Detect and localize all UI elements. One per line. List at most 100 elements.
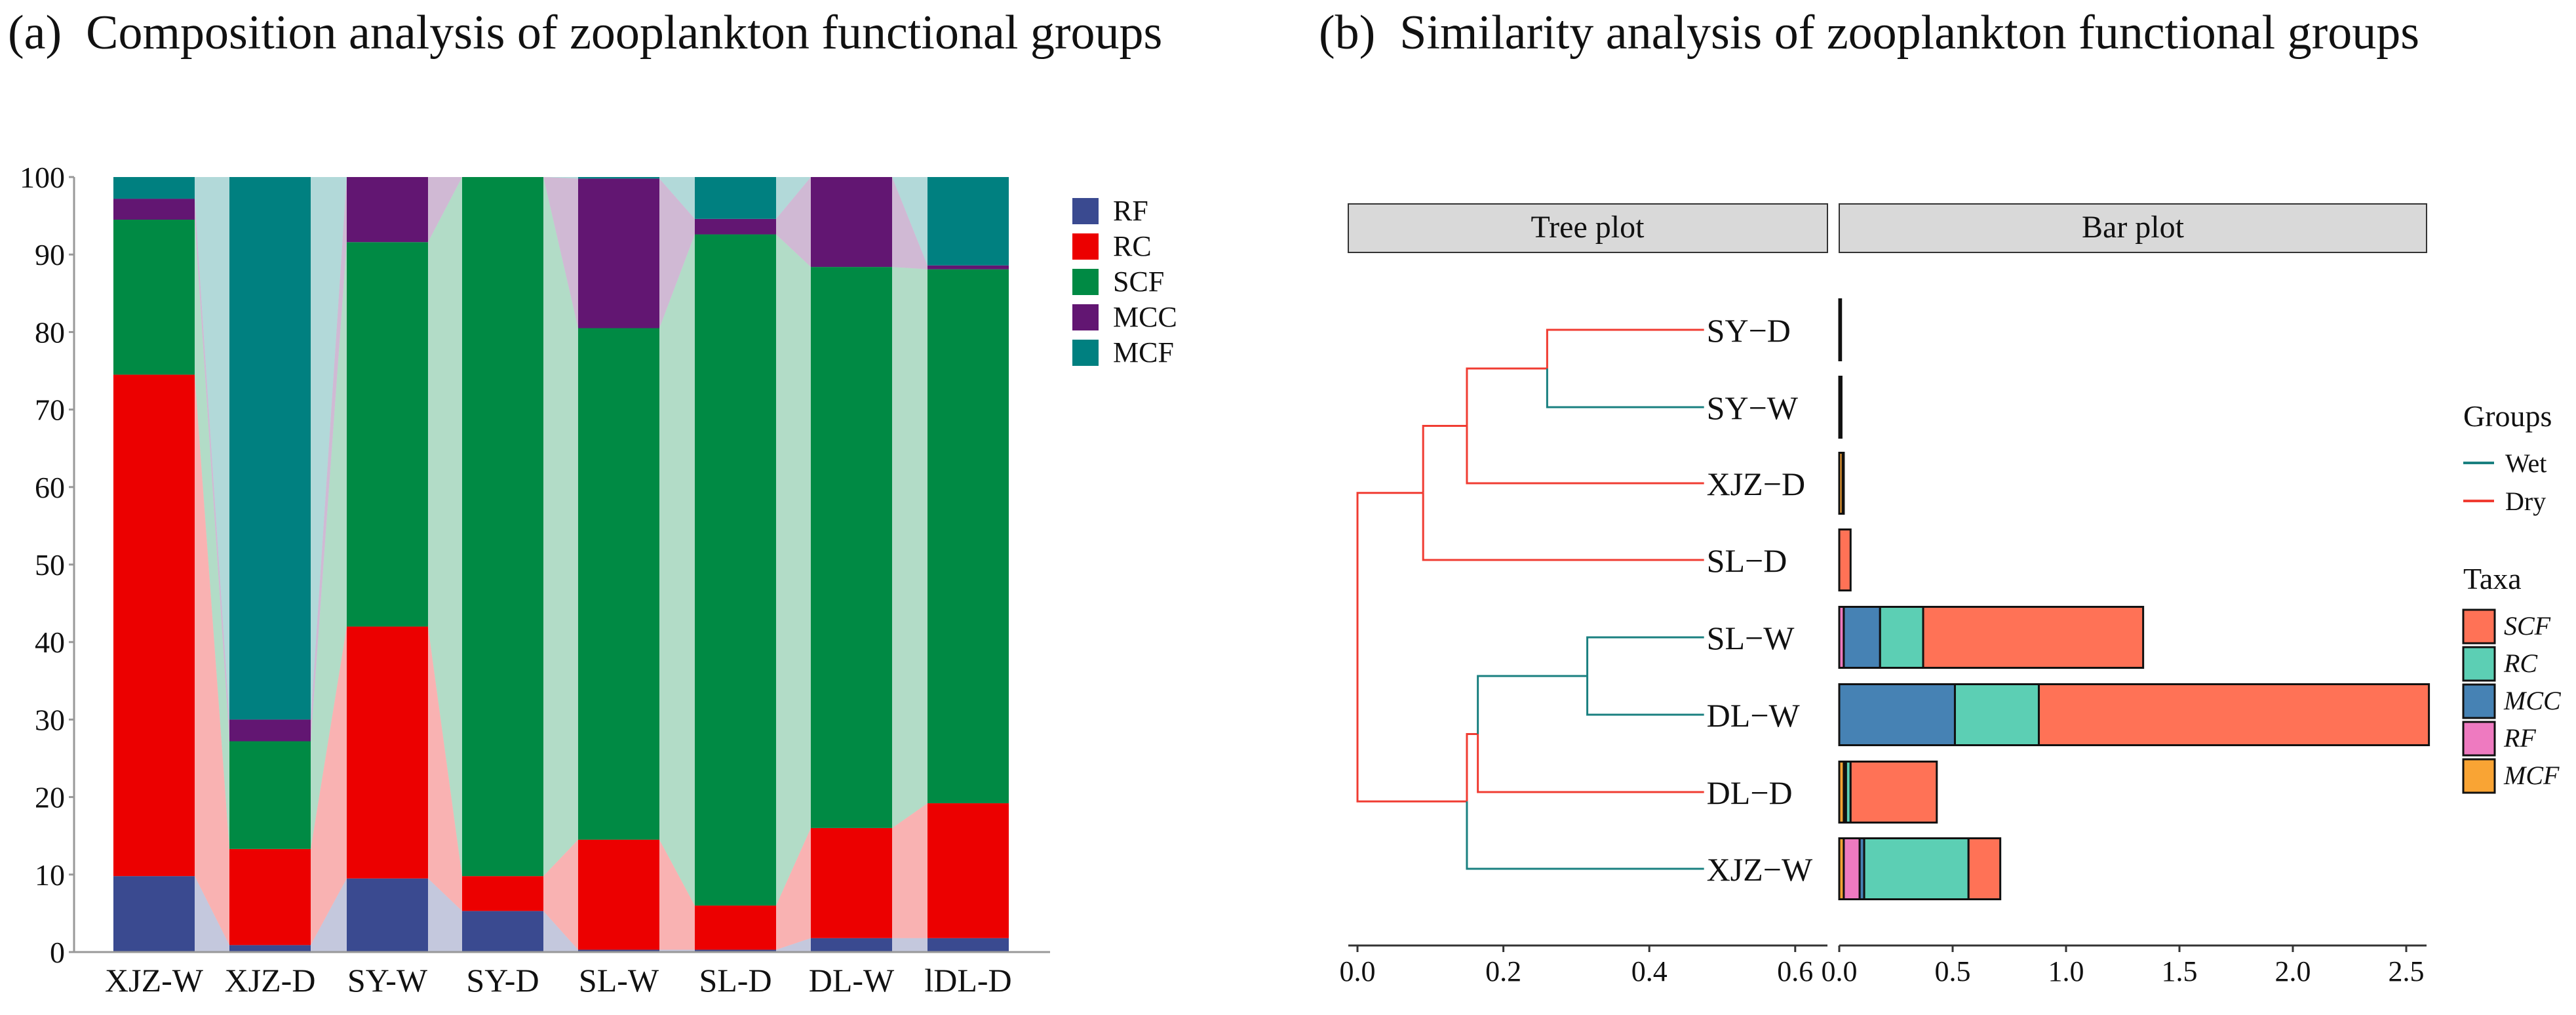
taxa-legend-swatch-mcf (2462, 758, 2496, 794)
taxa-legend-label: RF (2503, 723, 2536, 753)
bar-segment-rc (113, 374, 195, 877)
tree-leaf-branch (1466, 426, 1704, 485)
taxa-legend-swatch-scf (2462, 608, 2496, 645)
y-tick-label: 20 (35, 781, 65, 814)
bar-x-tick-label: 1.0 (2048, 955, 2084, 987)
flow-ribbon-rf (195, 876, 229, 952)
x-tick-label: SL-W (579, 962, 659, 999)
bar-segment-rc (927, 803, 1009, 938)
taxa-legend-label: SCF (2504, 611, 2551, 641)
bar-segment-rf (811, 938, 892, 952)
x-tick-label: XJZ-W (105, 962, 204, 999)
bar-segment-rc (695, 906, 776, 950)
bar-segment-mcc (578, 178, 659, 328)
taxa-legend-label: MCF (2503, 761, 2560, 790)
hbar-segment-rf (1843, 837, 1861, 900)
bar-segment-rf (695, 949, 776, 952)
groups-legend-label: Dry (2505, 487, 2546, 516)
bar-segment-rf (113, 876, 195, 952)
bar-segment-rc (811, 827, 892, 938)
y-tick-label: 0 (50, 936, 65, 969)
flow-ribbon-mcc (659, 178, 695, 328)
hbar-segment-scf (1849, 761, 1938, 824)
hbar-segment-scf (1922, 606, 2145, 669)
bar-segment-mcc (347, 177, 428, 243)
panel-a-title: (a) Composition analysis of zooplankton … (8, 6, 1163, 60)
taxa-legend-label: MCC (2503, 686, 2562, 715)
tree-branch (1356, 492, 1424, 647)
bar-segment-scf (462, 177, 543, 877)
bar-segment-rc (347, 626, 428, 879)
hbar-segment-mcc (1843, 606, 1881, 669)
tree-leaf-branch (1422, 492, 1704, 561)
bar-segment-scf (811, 267, 892, 828)
flow-ribbon-rf (428, 878, 462, 952)
tree-branch (1422, 425, 1467, 493)
hbar-segment-scf (1842, 452, 1845, 515)
y-tick-label: 60 (35, 471, 65, 504)
tree-leaf-label: SY−W (1707, 389, 1799, 426)
y-tick-label: 80 (35, 315, 65, 349)
tree-x-tick-label: 0.4 (1631, 955, 1668, 987)
flow-ribbon-rf (892, 938, 927, 952)
x-tick-label: SY-W (347, 962, 428, 999)
bar-segment-rf (462, 911, 543, 952)
y-tick-label: 50 (35, 548, 65, 582)
bar-segment-mcc (695, 218, 776, 235)
bar-segment-scf (229, 741, 311, 849)
legend-swatch-rf (1072, 198, 1099, 224)
legend-label: MCF (1113, 336, 1174, 368)
flow-ribbon-rf (543, 911, 578, 952)
flow-ribbon-mcc (543, 177, 578, 328)
taxa-legend-title: Taxa (2463, 562, 2522, 595)
flow-ribbon-scf (195, 220, 229, 849)
tree-leaf-branch (1546, 328, 1704, 368)
flow-ribbon-rc (659, 839, 695, 950)
legend-swatch-mcc (1072, 304, 1099, 330)
flow-ribbon-mcf (659, 177, 695, 219)
y-tick-label: 100 (20, 161, 65, 194)
flow-ribbon-scf (776, 234, 811, 906)
bar-plot-strip (1839, 203, 2427, 253)
bar-segment-rc (462, 876, 543, 911)
hbar-segment-rc (1863, 837, 1970, 900)
hbar-segment-scf (1838, 528, 1852, 591)
bar-segment-mcf (927, 177, 1009, 266)
tree-plot-strip (1348, 203, 1828, 253)
hbar-segment-rc (1953, 683, 2040, 746)
flow-ribbon-mcc (892, 177, 927, 269)
hbar-segment-scf (1967, 837, 2002, 900)
tree-leaf-label: SL−W (1707, 620, 1795, 656)
flow-ribbon-mcc (195, 199, 229, 742)
bar-segment-mcc (927, 265, 1009, 269)
flow-ribbon-mcf (195, 177, 229, 720)
bar-x-tick-label: 2.5 (2389, 955, 2425, 987)
y-tick-label: 30 (35, 703, 65, 736)
flow-ribbon-mcf (776, 177, 811, 219)
tree-branch (1466, 733, 1478, 802)
bar-segment-mcc (229, 719, 311, 742)
tree-leaf-label: DL−D (1707, 774, 1793, 811)
bar-segment-mcf (113, 177, 195, 199)
flow-ribbon-mcf (311, 177, 347, 720)
bar-plot-strip-label: Bar plot (2082, 210, 2185, 245)
flow-ribbon-rc (428, 626, 462, 911)
flow-ribbon-scf (659, 234, 695, 906)
x-tick-label: XJZ-D (225, 962, 316, 999)
bar-segment-rf (229, 945, 311, 952)
y-tick-label: 70 (35, 393, 65, 427)
bar-segment-scf (695, 234, 776, 906)
flow-ribbon-mcc (311, 177, 347, 742)
bar-segment-mcc (811, 177, 892, 268)
groups-legend-title: Groups (2463, 399, 2552, 433)
flow-ribbon-rc (776, 827, 811, 950)
tree-branch (1477, 675, 1588, 734)
panel-b-title: (b) Similarity analysis of zooplankton f… (1319, 6, 2420, 60)
bar-segment-rc (578, 839, 659, 950)
tree-leaf-branch (1546, 368, 1704, 408)
taxa-legend-swatch-mcc (2462, 683, 2496, 719)
tree-leaf-label: DL−W (1707, 697, 1801, 734)
x-tick-label: SL-D (699, 962, 771, 999)
flow-ribbon-rc (195, 374, 229, 945)
